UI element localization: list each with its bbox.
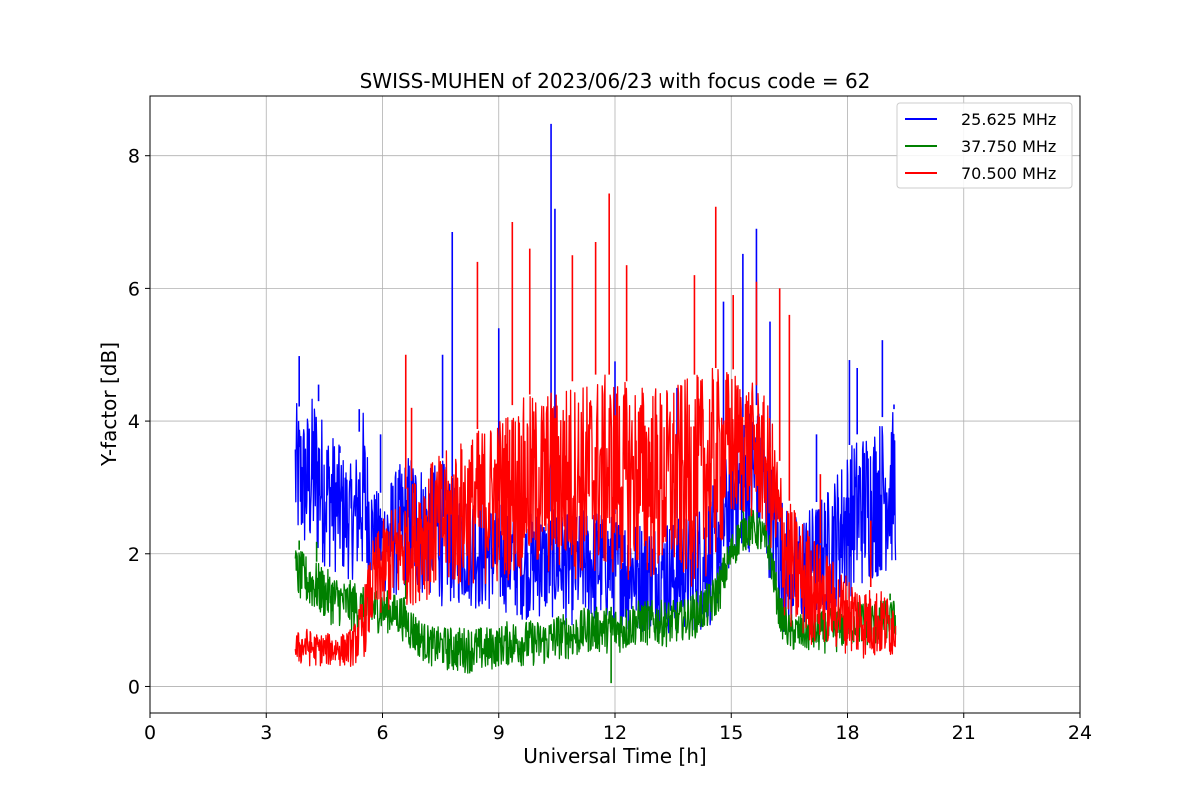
x-tick-label: 24 — [1068, 722, 1092, 744]
x-tick-label: 12 — [603, 722, 627, 744]
legend-label: 37.750 MHz — [961, 137, 1056, 156]
y-tick-label: 0 — [128, 676, 140, 698]
x-axis: 0 3 6 9 12 15 18 21 24 — [144, 713, 1092, 744]
series-70-500-MHz — [294, 193, 897, 667]
x-tick-label: 9 — [493, 722, 505, 744]
x-tick-label: 6 — [376, 722, 388, 744]
legend: 25.625 MHz 37.750 MHz 70.500 MHz — [896, 102, 1073, 189]
y-tick-label: 6 — [128, 278, 140, 300]
series-layer — [294, 123, 897, 684]
x-tick-label: 21 — [952, 722, 976, 744]
x-tick-label: 18 — [835, 722, 859, 744]
series-line — [294, 508, 897, 674]
legend-label: 25.625 MHz — [961, 110, 1056, 129]
y-tick-label: 2 — [128, 544, 140, 566]
series-line — [294, 367, 897, 667]
chart-title: SWISS-MUHEN of 2023/06/23 with focus cod… — [360, 69, 871, 93]
y-tick-label: 4 — [128, 411, 140, 433]
x-tick-label: 0 — [144, 722, 156, 744]
y-tick-label: 8 — [128, 146, 140, 168]
y-axis-label: Y-factor [dB] — [97, 342, 121, 467]
y-axis: 0 2 4 6 8 — [128, 146, 150, 698]
x-tick-label: 15 — [719, 722, 743, 744]
legend-label: 70.500 MHz — [961, 164, 1056, 183]
legend-box — [896, 102, 1073, 189]
x-tick-label: 3 — [260, 722, 272, 744]
x-axis-label: Universal Time [h] — [523, 744, 706, 768]
